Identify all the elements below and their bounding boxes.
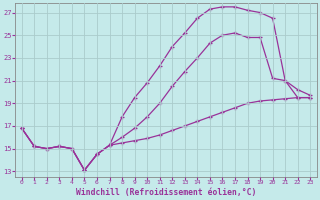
X-axis label: Windchill (Refroidissement éolien,°C): Windchill (Refroidissement éolien,°C) xyxy=(76,188,256,197)
